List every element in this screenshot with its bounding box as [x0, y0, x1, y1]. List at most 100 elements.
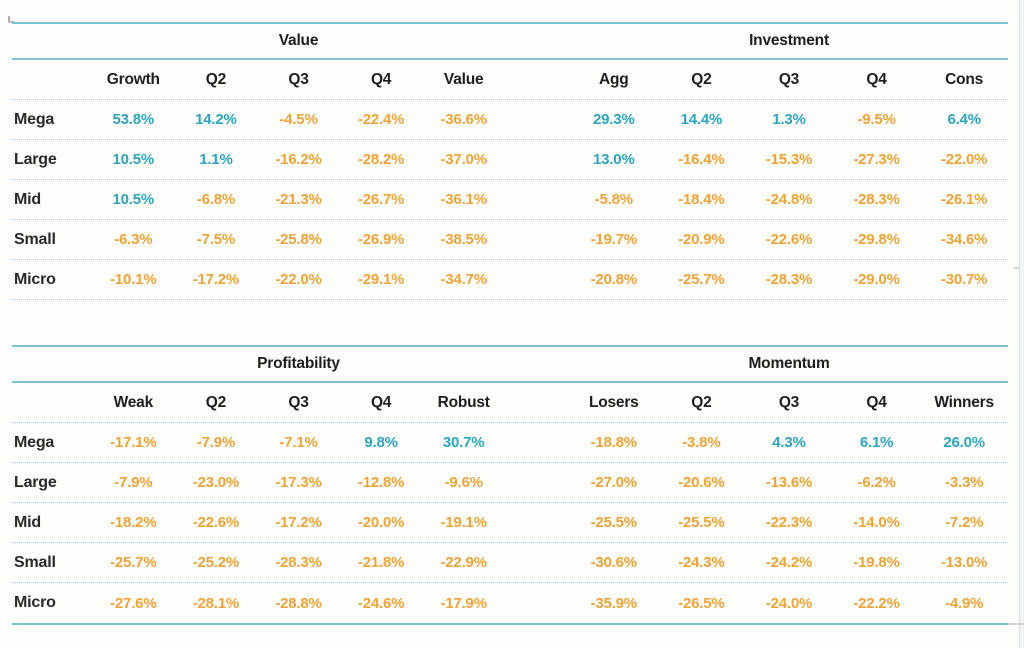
- column-header: Value: [443, 70, 484, 88]
- column-header: Q2: [691, 393, 712, 411]
- value-cell: -21.8%: [357, 554, 405, 571]
- table-row: Small -25.7% -25.2% -28.3% -21.8% -22.9% -30.6…: [12, 543, 1008, 583]
- value-cell: -29.8%: [853, 231, 900, 248]
- column-header: Winners: [934, 393, 994, 411]
- value-cell: 9.8%: [364, 434, 398, 451]
- column-header: Cons: [945, 70, 984, 88]
- value-cell: -18.4%: [678, 191, 725, 208]
- group-header-row: Value Investment: [12, 24, 1008, 60]
- page-edge-tick-bottom: [1002, 623, 1024, 625]
- value-cell: -22.6%: [765, 231, 813, 248]
- value-cell: -25.7%: [110, 554, 157, 571]
- factor-table-value-investment: Value Investment Growth Q2 Q3 Q4 Value Agg Q2 Q…: [12, 22, 1008, 300]
- value-cell: -28.3%: [275, 554, 322, 571]
- value-cell: -17.2%: [275, 514, 322, 531]
- value-cell: -27.6%: [110, 594, 157, 612]
- value-cell: -24.0%: [765, 594, 813, 612]
- row-label: Large: [14, 473, 57, 491]
- column-header: Q4: [370, 70, 392, 88]
- value-cell: 14.2%: [195, 111, 237, 128]
- value-cell: 13.0%: [592, 151, 635, 168]
- value-cell: -28.2%: [357, 151, 405, 168]
- value-cell: -28.1%: [192, 594, 240, 612]
- column-header: Q2: [205, 393, 227, 411]
- value-cell: 6.4%: [947, 111, 981, 128]
- value-cell: -10.1%: [110, 271, 157, 288]
- value-cell: -17.1%: [110, 434, 157, 451]
- column-header: Losers: [588, 393, 639, 411]
- column-header: Q4: [866, 393, 887, 411]
- value-cell: -18.8%: [590, 434, 638, 451]
- group-title-left: Profitability: [257, 355, 340, 372]
- value-cell: -22.0%: [275, 271, 322, 288]
- table-rows: Mega -17.1% -7.9% -7.1% 9.8% 30.7% -18.8% -3.8%…: [12, 423, 1008, 623]
- table-row: Mega 53.8% 14.2% -4.5% -22.4% -36.6% 29.3% 14.4…: [12, 100, 1008, 140]
- value-cell: 10.5%: [112, 151, 155, 168]
- value-cell: -20.9%: [678, 231, 725, 248]
- value-cell: -16.2%: [275, 151, 322, 168]
- value-cell: -6.3%: [114, 231, 153, 248]
- row-label: Small: [14, 230, 56, 248]
- value-cell: -29.1%: [357, 271, 405, 288]
- value-cell: -25.7%: [678, 271, 725, 288]
- table-row: Mid -18.2% -22.6% -17.2% -20.0% -19.1% -25.5% -…: [12, 503, 1008, 543]
- value-cell: -17.9%: [440, 594, 488, 612]
- group-title-left: Value: [278, 32, 319, 49]
- value-cell: -25.2%: [192, 554, 240, 571]
- value-cell: -7.1%: [279, 434, 318, 451]
- factor-table-profitability-momentum: Profitability Momentum Weak Q2 Q3 Q4 Robust L…: [12, 345, 1008, 625]
- value-cell: -17.3%: [275, 474, 322, 491]
- column-header: Q4: [370, 393, 392, 411]
- table-row: Micro -27.6% -28.1% -28.8% -24.6% -17.9% -35.9…: [12, 583, 1008, 623]
- page-edge-strip: [1019, 0, 1024, 648]
- value-cell: -9.5%: [857, 111, 896, 128]
- value-cell: -28.8%: [275, 594, 322, 612]
- value-cell: -25.5%: [678, 514, 725, 531]
- column-header: Q2: [205, 70, 227, 88]
- value-cell: -6.2%: [857, 474, 896, 491]
- value-cell: -22.9%: [440, 554, 488, 571]
- column-header: Q3: [778, 393, 800, 411]
- value-cell: -35.9%: [590, 594, 638, 612]
- value-cell: -22.3%: [765, 514, 813, 531]
- value-cell: -36.1%: [440, 191, 488, 208]
- value-cell: -36.6%: [440, 111, 488, 128]
- column-header: Q4: [866, 70, 887, 88]
- value-cell: 1.3%: [772, 111, 806, 128]
- value-cell: -37.0%: [440, 151, 488, 168]
- column-header: Robust: [437, 393, 490, 411]
- value-cell: -38.5%: [440, 231, 488, 248]
- value-cell: -7.5%: [196, 231, 235, 248]
- value-cell: 1.1%: [199, 151, 233, 168]
- column-header: Q2: [691, 70, 712, 88]
- row-label: Small: [14, 553, 56, 571]
- value-cell: -7.9%: [114, 474, 153, 491]
- value-cell: -19.8%: [853, 554, 900, 571]
- value-cell: -19.1%: [440, 514, 488, 531]
- value-cell: -29.0%: [853, 271, 900, 288]
- table-row: Mega -17.1% -7.9% -7.1% 9.8% 30.7% -18.8% -3.8%…: [12, 423, 1008, 463]
- column-header: Q3: [288, 70, 309, 88]
- table-row: Large -7.9% -23.0% -17.3% -12.8% -9.6% -27.0% -…: [12, 463, 1008, 503]
- value-cell: 14.4%: [680, 111, 723, 128]
- column-header-row: Weak Q2 Q3 Q4 Robust Losers Q2 Q3 Q4 Winners: [12, 383, 1008, 423]
- value-cell: -7.9%: [196, 434, 235, 451]
- value-cell: -34.6%: [940, 231, 988, 248]
- column-header: Growth: [106, 70, 160, 88]
- value-cell: 26.0%: [943, 434, 985, 451]
- value-cell: -28.3%: [765, 271, 813, 288]
- value-cell: -24.2%: [765, 554, 813, 571]
- row-label: Mega: [14, 110, 55, 128]
- value-cell: -22.6%: [192, 514, 240, 531]
- value-cell: -30.6%: [590, 554, 638, 571]
- value-cell: 6.1%: [859, 434, 894, 451]
- row-label: Mega: [14, 433, 55, 451]
- row-label: Micro: [14, 594, 56, 611]
- value-cell: -3.8%: [682, 434, 721, 451]
- value-cell: 53.8%: [112, 111, 155, 128]
- value-cell: -22.4%: [357, 111, 405, 128]
- value-cell: -13.6%: [765, 474, 813, 491]
- value-cell: -19.7%: [590, 231, 638, 248]
- value-cell: -30.7%: [940, 271, 988, 288]
- value-cell: -20.6%: [678, 474, 725, 491]
